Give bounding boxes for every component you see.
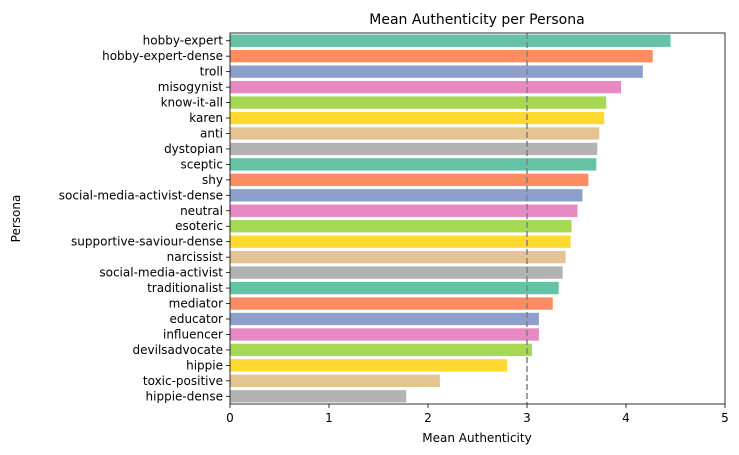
- bars: [230, 34, 671, 403]
- bar-know-it-all: [230, 96, 607, 109]
- bar-toxic-positive: [230, 374, 440, 387]
- bar-neutral: [230, 204, 578, 217]
- x-axis-title: Mean Authenticity: [422, 431, 531, 445]
- x-tick-label: 2: [424, 411, 432, 425]
- y-tick-label: troll: [200, 65, 223, 79]
- x-tick-label: 3: [523, 411, 531, 425]
- bar-hobby-expert-dense: [230, 50, 653, 63]
- y-tick-label: neutral: [180, 204, 223, 218]
- bar-hobby-expert: [230, 34, 671, 47]
- bar-dystopian: [230, 142, 598, 156]
- y-tick-label: dystopian: [164, 142, 223, 156]
- bar-influencer: [230, 328, 539, 341]
- bar-devilsadvocate: [230, 343, 532, 357]
- y-tick-label: sceptic: [181, 157, 224, 171]
- bar-shy: [230, 173, 589, 187]
- y-tick-label: social-media-activist: [99, 266, 223, 280]
- x-tick-label: 0: [226, 411, 234, 425]
- bar-supportive-saviour-dense: [230, 235, 571, 248]
- bar-educator: [230, 312, 539, 326]
- y-tick-label: karen: [189, 111, 223, 125]
- y-tick-label: narcissist: [167, 250, 224, 264]
- y-tick-label: toxic-positive: [143, 374, 223, 388]
- bar-sceptic: [230, 158, 597, 171]
- y-tick-label: hippie: [186, 358, 223, 372]
- bar-traditionalist: [230, 281, 559, 295]
- x-tick-label: 1: [325, 411, 333, 425]
- x-tick-label: 4: [622, 411, 630, 425]
- y-tick-label: educator: [169, 312, 223, 326]
- x-ticks: 0 1 2 3 4 5: [226, 404, 729, 425]
- chart-title: Mean Authenticity per Persona: [369, 12, 584, 28]
- y-tick-label: anti: [200, 126, 223, 140]
- y-tick-label: influencer: [163, 327, 223, 341]
- bar-narcissist: [230, 250, 566, 264]
- y-tick-label: traditionalist: [147, 281, 223, 295]
- y-tick-label: misogynist: [158, 80, 224, 94]
- bar-mediator: [230, 297, 553, 310]
- bar-hippie-dense: [230, 390, 407, 403]
- y-tick-label: hobby-expert-dense: [102, 49, 223, 63]
- bar-karen: [230, 111, 605, 125]
- y-tick-label: mediator: [169, 297, 223, 311]
- y-tick-label: shy: [202, 173, 223, 187]
- y-tick-label: esoteric: [175, 219, 223, 233]
- y-tick-label: know-it-all: [161, 96, 223, 110]
- y-axis-title: Persona: [9, 195, 23, 243]
- y-tick-label: supportive-saviour-dense: [71, 235, 223, 249]
- y-tick-label: hippie-dense: [146, 389, 223, 403]
- bar-troll: [230, 65, 643, 78]
- bar-misogynist: [230, 80, 622, 94]
- bar-esoteric: [230, 220, 572, 233]
- bar-social-media-activist: [230, 266, 563, 279]
- bar-social-media-activist-dense: [230, 189, 583, 202]
- bar-hippie: [230, 359, 508, 372]
- y-tick-label: social-media-activist-dense: [59, 188, 223, 202]
- y-tick-label: hobby-expert: [143, 34, 224, 48]
- bar-anti: [230, 127, 600, 140]
- plot-frame: [229, 32, 726, 405]
- y-tick-label: devilsadvocate: [133, 343, 223, 357]
- x-tick-label: 5: [721, 411, 729, 425]
